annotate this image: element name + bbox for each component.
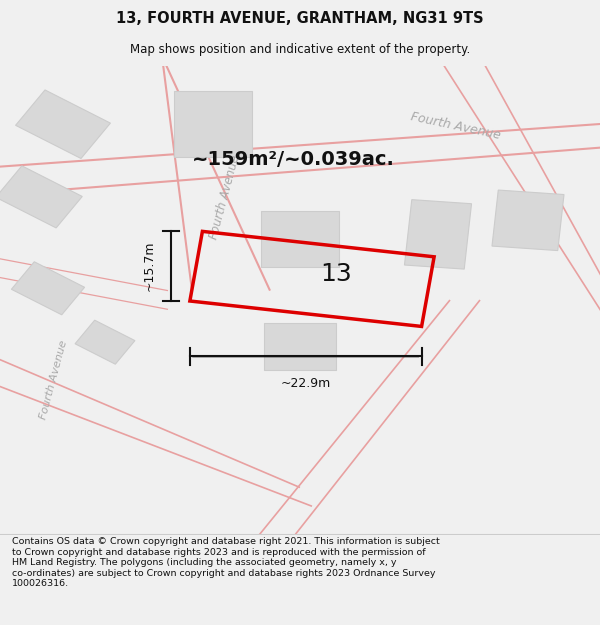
Text: Map shows position and indicative extent of the property.: Map shows position and indicative extent… (130, 42, 470, 56)
Text: 13: 13 (320, 262, 352, 286)
Polygon shape (16, 90, 110, 159)
Polygon shape (75, 320, 135, 364)
Text: ~15.7m: ~15.7m (143, 241, 156, 291)
Polygon shape (264, 324, 336, 370)
Polygon shape (0, 166, 82, 228)
Text: Fourth Avenue: Fourth Avenue (38, 339, 70, 421)
Polygon shape (261, 211, 339, 267)
Polygon shape (174, 91, 252, 157)
Text: ~22.9m: ~22.9m (281, 378, 331, 391)
Text: 13, FOURTH AVENUE, GRANTHAM, NG31 9TS: 13, FOURTH AVENUE, GRANTHAM, NG31 9TS (116, 11, 484, 26)
Text: Fourth Avenue: Fourth Avenue (208, 153, 242, 241)
Text: ~159m²/~0.039ac.: ~159m²/~0.039ac. (192, 150, 395, 169)
Polygon shape (404, 199, 472, 269)
Polygon shape (492, 190, 564, 251)
Text: Contains OS data © Crown copyright and database right 2021. This information is : Contains OS data © Crown copyright and d… (12, 538, 440, 588)
Polygon shape (11, 262, 85, 315)
Text: Fourth Avenue: Fourth Avenue (410, 111, 502, 142)
